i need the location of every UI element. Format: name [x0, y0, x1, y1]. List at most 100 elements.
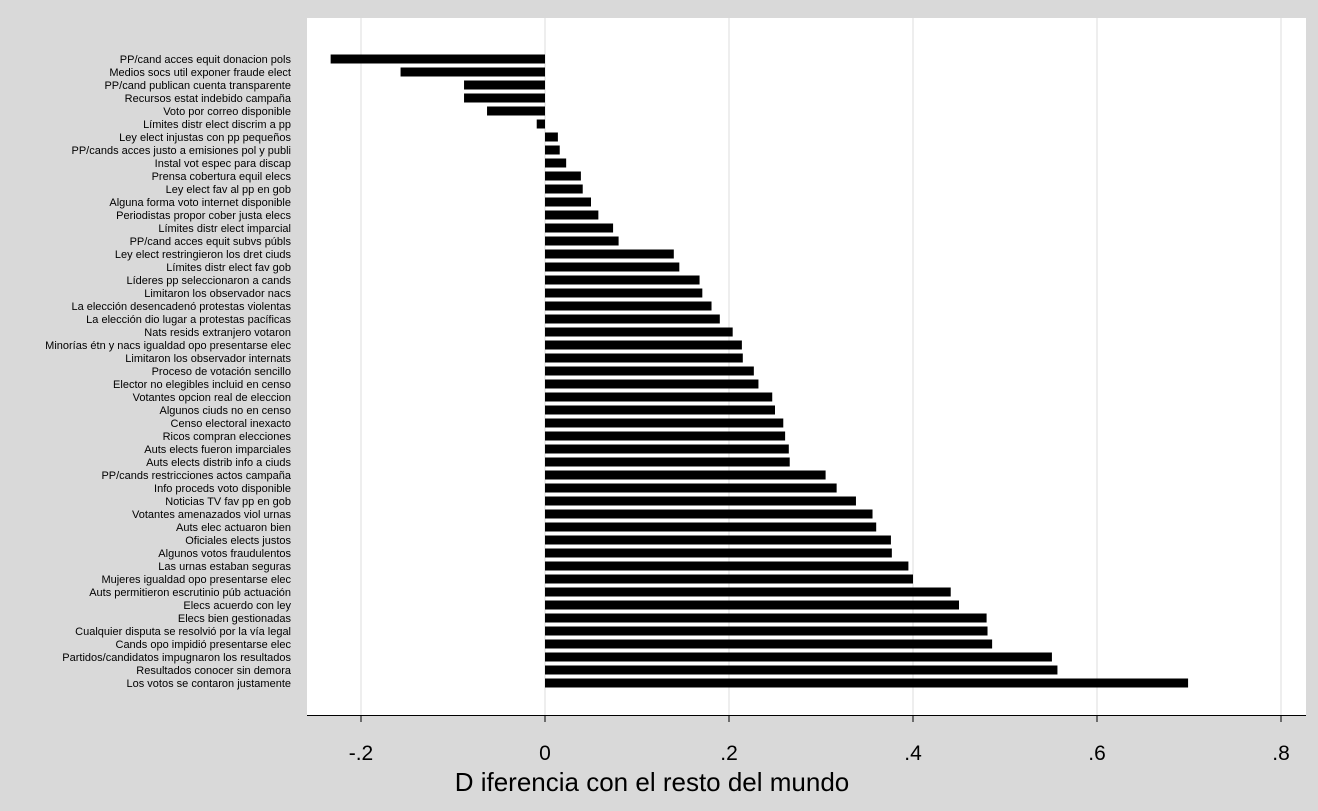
- category-label: Resultados conocer sin demora: [136, 665, 292, 677]
- bar: [545, 314, 720, 324]
- bar: [545, 587, 951, 597]
- category-label: Límites distr elect imparcial: [158, 223, 291, 235]
- bar: [545, 613, 987, 623]
- category-label: Votantes amenazados viol urnas: [132, 509, 291, 521]
- bar: [536, 119, 545, 129]
- category-labels: PP/cand acces equit donacion polsMedios …: [45, 54, 292, 690]
- category-label: La elección dio lugar a protestas pacífi…: [86, 314, 291, 326]
- bar: [464, 80, 545, 90]
- x-axis-title: D iferencia con el resto del mundo: [455, 767, 850, 797]
- bar: [545, 470, 826, 480]
- bar: [545, 223, 614, 233]
- bar: [545, 158, 567, 168]
- bar: [545, 184, 583, 194]
- bar: [487, 106, 545, 116]
- bar: [545, 626, 988, 636]
- category-label: Cands opo impidió presentarse elec: [116, 639, 292, 651]
- bar: [545, 288, 703, 298]
- bar: [545, 132, 558, 142]
- bar: [545, 327, 733, 337]
- category-label: PP/cands restricciones actos campaña: [101, 470, 291, 482]
- x-tick-label: .4: [904, 742, 922, 765]
- bar: [400, 67, 545, 77]
- bar: [545, 171, 581, 181]
- bar: [545, 522, 877, 532]
- category-label: Límites distr elect discrim a pp: [143, 119, 291, 131]
- category-label: Elector no elegibles incluid en censo: [113, 379, 291, 391]
- category-label: Minorías étn y nacs igualdad opo present…: [45, 340, 291, 352]
- bar: [545, 210, 599, 220]
- category-label: PP/cand acces equit subvs públs: [130, 236, 292, 248]
- bar: [545, 444, 789, 454]
- category-label: Votantes opcion real de eleccion: [133, 392, 291, 404]
- category-label: Proceso de votación sencillo: [152, 366, 291, 378]
- category-label: Ricos compran elecciones: [163, 431, 292, 443]
- category-label: Info proceds voto disponible: [154, 483, 291, 495]
- category-label: Nats resids extranjero votaron: [144, 327, 291, 339]
- bar: [545, 535, 891, 545]
- bar: [545, 197, 591, 207]
- category-label: Ley elect restringieron los dret ciuds: [115, 249, 292, 261]
- bar: [545, 379, 759, 389]
- category-label: Elecs acuerdo con ley: [183, 600, 291, 612]
- category-label: Los votos se contaron justamente: [127, 678, 291, 690]
- x-tick-label: .6: [1088, 742, 1106, 765]
- category-label: Ley elect fav al pp en gob: [166, 184, 291, 196]
- category-label: Límites distr elect fav gob: [166, 262, 291, 274]
- category-label: Instal vot espec para discap: [155, 158, 291, 170]
- category-label: Voto por correo disponible: [163, 106, 291, 118]
- bar: [545, 366, 754, 376]
- category-label: Noticias TV fav pp en gob: [165, 496, 291, 508]
- category-label: Limitaron los observador internats: [125, 353, 291, 365]
- bar: [545, 548, 892, 558]
- category-label: Mujeres igualdad opo presentarse elec: [101, 574, 291, 586]
- bar: [545, 652, 1052, 662]
- plot-area: [307, 18, 1306, 715]
- bar: [545, 249, 674, 259]
- category-label: Algunos votos fraudulentos: [158, 548, 291, 560]
- bar: [545, 457, 790, 467]
- bar: [545, 236, 619, 246]
- category-label: Censo electoral inexacto: [171, 418, 291, 430]
- category-label: Recursos estat indebido campaña: [125, 93, 292, 105]
- category-label: Oficiales elects justos: [185, 535, 291, 547]
- bar: [545, 561, 909, 571]
- bar: [545, 262, 680, 272]
- category-label: Prensa cobertura equil elecs: [152, 171, 292, 183]
- category-label: PP/cand publican cuenta transparente: [104, 80, 291, 92]
- bar: [545, 145, 560, 155]
- category-label: Ley elect injustas con pp pequeños: [119, 132, 291, 144]
- category-label: Alguna forma voto internet disponible: [109, 197, 291, 209]
- bar: [545, 418, 784, 428]
- bar: [545, 431, 786, 441]
- bar: [545, 483, 837, 493]
- bar: [545, 639, 993, 649]
- bar: [545, 574, 913, 584]
- category-label: Partidos/candidatos impugnaron los resul…: [62, 652, 291, 664]
- category-label: Auts elec actuaron bien: [176, 522, 291, 534]
- x-tick-label: 0: [539, 742, 551, 765]
- category-label: Auts permitieron escrutinio púb actuació…: [89, 587, 291, 599]
- x-axis-ticks: -.2 0 .2 .4 .6 .8: [349, 715, 1290, 765]
- category-label: La elección desencadenó protestas violen…: [71, 301, 291, 313]
- category-label: Limitaron los observador nacs: [144, 288, 291, 300]
- bar: [545, 301, 712, 311]
- category-label: Las urnas estaban seguras: [158, 561, 291, 573]
- category-label: Auts elects fueron imparciales: [144, 444, 291, 456]
- bar: [545, 340, 742, 350]
- category-label: Algunos ciuds no en censo: [160, 405, 291, 417]
- x-tick-label: .8: [1272, 742, 1290, 765]
- bar: [545, 678, 1189, 688]
- x-tick-label: -.2: [349, 742, 374, 765]
- category-label: PP/cand acces equit donacion pols: [120, 54, 292, 66]
- bar: [545, 665, 1058, 675]
- category-label: Auts elects distrib info a ciuds: [146, 457, 291, 469]
- bars: [330, 54, 1189, 688]
- category-label: Periodistas propor cober justa elecs: [116, 210, 291, 222]
- bar: [545, 275, 700, 285]
- category-label: PP/cands acces justo a emisiones pol y p…: [71, 145, 291, 157]
- category-label: Cualquier disputa se resolvió por la vía…: [75, 626, 291, 638]
- category-label: Líderes pp seleccionaron a cands: [127, 275, 292, 287]
